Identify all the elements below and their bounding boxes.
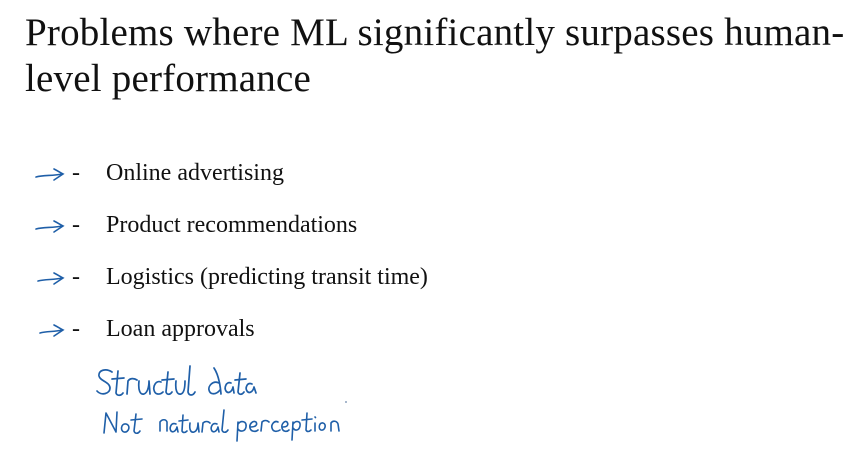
bullet-item: - Online advertising: [0, 155, 861, 207]
handwritten-arrow-icon: [35, 168, 65, 181]
bullet-dash: -: [72, 212, 80, 238]
bullet-dash: -: [72, 264, 80, 290]
handwritten-note-not-natural-perception: [103, 409, 340, 442]
bullet-text: Product recommendations: [106, 212, 358, 238]
bullet-text: Online advertising: [106, 160, 284, 186]
handwritten-arrow-icon: [35, 220, 65, 233]
stray-ink-dot: [345, 401, 347, 403]
bullet-dash: -: [72, 316, 80, 342]
handwritten-arrow-icon: [39, 324, 65, 337]
bullet-item: - Product recommendations: [0, 207, 861, 259]
handwritten-arrow-icon: [37, 272, 65, 285]
bullet-list: - Online advertising - Product recommend…: [0, 155, 861, 363]
handwritten-note-structured-data: [96, 365, 257, 397]
bullet-text: Loan approvals: [106, 316, 255, 342]
bullet-item: - Loan approvals: [0, 311, 861, 363]
slide-title: Problems where ML significantly surpasse…: [25, 11, 845, 100]
bullet-dash: -: [72, 160, 80, 186]
bullet-text: Logistics (predicting transit time): [106, 264, 428, 290]
bullet-item: - Logistics (predicting transit time): [0, 259, 861, 311]
